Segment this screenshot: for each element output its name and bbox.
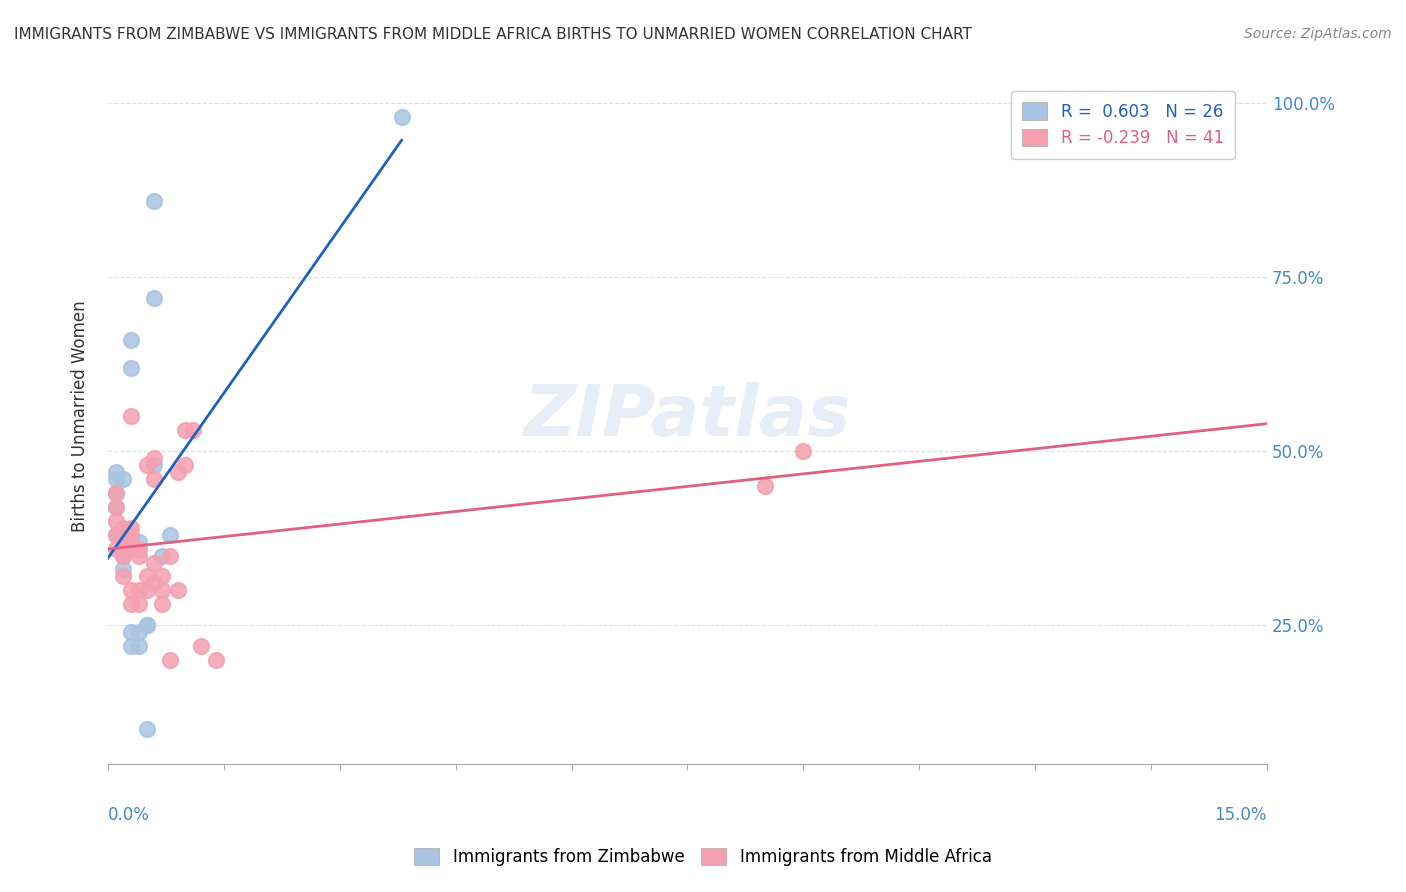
Point (174, 458, 197, 472)
Point (120, 639, 142, 653)
Point (120, 597, 142, 611)
Point (135, 618, 157, 632)
Point (112, 521, 135, 535)
Point (190, 639, 212, 653)
Point (112, 562, 135, 576)
Point (120, 534, 142, 549)
Point (120, 527, 142, 541)
Point (112, 472, 135, 486)
Point (159, 527, 181, 541)
Point (104, 486, 127, 500)
Point (143, 458, 166, 472)
Point (128, 639, 150, 653)
Point (391, 110, 413, 124)
Point (135, 618, 157, 632)
Point (104, 527, 127, 541)
Point (143, 576, 166, 591)
Point (120, 333, 142, 347)
Point (104, 500, 127, 514)
Point (120, 541, 142, 556)
Point (112, 569, 135, 583)
Point (128, 534, 150, 549)
Point (143, 194, 166, 208)
Text: Source: ZipAtlas.com: Source: ZipAtlas.com (1244, 27, 1392, 41)
Point (135, 569, 157, 583)
Point (166, 583, 188, 598)
Point (135, 583, 157, 598)
Point (104, 527, 127, 541)
Point (112, 541, 135, 556)
Point (104, 486, 127, 500)
Point (120, 583, 142, 598)
Point (120, 521, 142, 535)
Point (128, 541, 150, 556)
Point (143, 472, 166, 486)
Point (128, 597, 150, 611)
Point (159, 653, 181, 667)
Point (754, 479, 776, 493)
Text: 15.0%: 15.0% (1215, 806, 1267, 824)
Point (143, 451, 166, 466)
Point (181, 423, 204, 437)
Point (112, 527, 135, 541)
Point (128, 583, 150, 598)
Point (174, 423, 197, 437)
Point (135, 458, 157, 472)
Point (112, 549, 135, 563)
Point (104, 541, 127, 556)
Point (150, 583, 173, 598)
Point (112, 549, 135, 563)
Point (104, 465, 127, 479)
Point (120, 360, 142, 375)
Point (104, 514, 127, 528)
Text: 0.0%: 0.0% (108, 806, 150, 824)
Point (150, 597, 173, 611)
Point (792, 444, 814, 458)
Point (120, 625, 142, 640)
Point (135, 723, 157, 737)
Point (205, 653, 228, 667)
Legend: Immigrants from Zimbabwe, Immigrants from Middle Africa: Immigrants from Zimbabwe, Immigrants fro… (406, 840, 1000, 875)
Point (104, 472, 127, 486)
Text: IMMIGRANTS FROM ZIMBABWE VS IMMIGRANTS FROM MIDDLE AFRICA BIRTHS TO UNMARRIED WO: IMMIGRANTS FROM ZIMBABWE VS IMMIGRANTS F… (14, 27, 972, 42)
Point (104, 500, 127, 514)
Legend: R =  0.603   N = 26, R = -0.239   N = 41: R = 0.603 N = 26, R = -0.239 N = 41 (1011, 91, 1236, 159)
Point (112, 527, 135, 541)
Point (159, 549, 181, 563)
Point (128, 625, 150, 640)
Point (143, 556, 166, 570)
Point (143, 291, 166, 305)
Point (166, 465, 188, 479)
Text: ZIPatlas: ZIPatlas (524, 382, 851, 450)
Point (128, 549, 150, 563)
Point (150, 569, 173, 583)
Point (150, 549, 173, 563)
Point (120, 409, 142, 424)
Y-axis label: Births to Unmarried Women: Births to Unmarried Women (72, 301, 89, 533)
